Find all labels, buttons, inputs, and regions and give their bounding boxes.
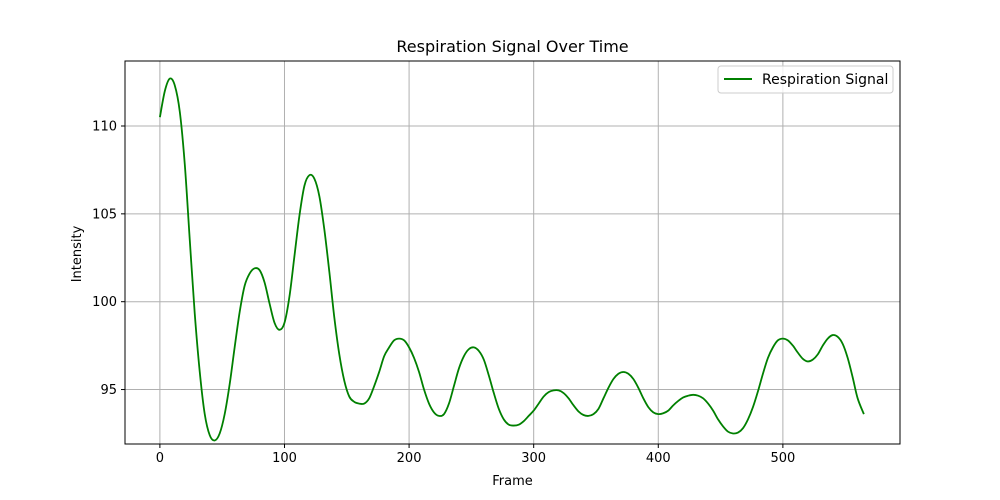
- x-tick-label: 100: [272, 451, 297, 466]
- legend: Respiration Signal: [717, 65, 894, 94]
- y-axis-label: Intensity: [70, 225, 85, 282]
- chart-title: Respiration Signal Over Time: [396, 37, 628, 56]
- series-layer: [159, 77, 865, 442]
- x-tick-label: 0: [156, 451, 164, 466]
- x-tick-label: 300: [521, 451, 546, 466]
- legend-label: Respiration Signal: [762, 72, 888, 88]
- plot-frame: [124, 60, 901, 445]
- x-tick-label: 200: [397, 451, 422, 466]
- y-tick-label: 95: [100, 383, 117, 398]
- grid: [125, 61, 900, 444]
- y-tick-label: 100: [92, 295, 117, 310]
- x-tick-label: 500: [770, 451, 795, 466]
- ticks: 0 100 200 300 400 500 95 100 105 110: [92, 120, 795, 466]
- x-tick-label: 400: [646, 451, 671, 466]
- series-line: [159, 77, 865, 442]
- legend-box: [717, 65, 894, 94]
- x-axis-label: Frame: [492, 474, 533, 489]
- y-tick-label: 105: [92, 207, 117, 222]
- y-tick-label: 110: [92, 120, 117, 135]
